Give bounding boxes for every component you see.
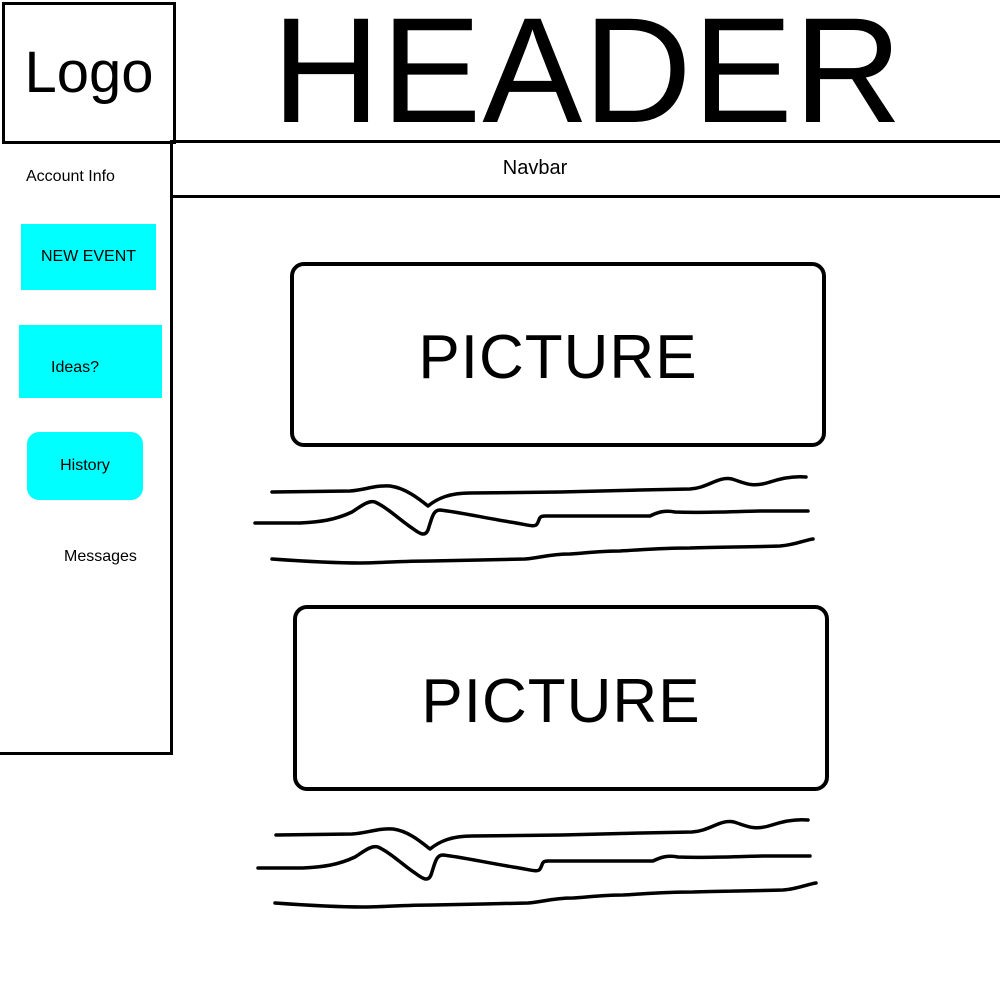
picture-placeholder-1: PICTURE — [290, 262, 826, 447]
header-divider — [172, 140, 1000, 143]
ideas-label: Ideas? — [51, 358, 100, 376]
logo-label: Logo — [24, 40, 154, 105]
header-title: HEADER — [271, 0, 904, 154]
picture-label-1: PICTURE — [418, 323, 698, 392]
history-label: History — [60, 457, 110, 474]
text-placeholder-2 — [256, 818, 818, 909]
picture-label-2: PICTURE — [421, 666, 701, 736]
logo-box[interactable]: Logo — [2, 2, 176, 144]
text-placeholder-1 — [253, 475, 815, 565]
scribble-line — [270, 475, 808, 508]
scribble-line — [270, 537, 815, 565]
sidebar-item-account-info[interactable]: Account Info — [26, 168, 115, 185]
ideas-button[interactable]: Ideas? — [19, 325, 162, 398]
scribble-line — [273, 881, 818, 909]
new-event-button[interactable]: NEW EVENT — [21, 224, 156, 290]
picture-placeholder-2: PICTURE — [293, 605, 829, 791]
sidebar-item-messages[interactable]: Messages — [64, 548, 137, 565]
history-button[interactable]: History — [27, 432, 143, 500]
sidebar-border-bottom — [0, 752, 173, 755]
scribble-line — [256, 844, 812, 881]
sidebar-border-right — [170, 140, 173, 755]
scribble-line — [274, 818, 810, 851]
scribble-line — [253, 499, 810, 536]
navbar[interactable]: Navbar — [175, 143, 895, 195]
navbar-divider — [172, 195, 1000, 198]
new-event-label: NEW EVENT — [40, 248, 137, 265]
navbar-label: Navbar — [502, 157, 568, 179]
